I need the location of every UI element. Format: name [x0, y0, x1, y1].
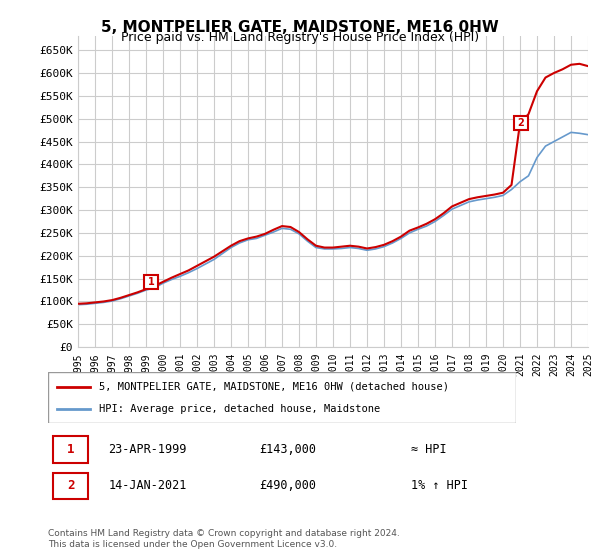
- Text: Contains HM Land Registry data © Crown copyright and database right 2024.
This d: Contains HM Land Registry data © Crown c…: [48, 529, 400, 549]
- Text: 2: 2: [517, 118, 524, 128]
- Text: 1: 1: [67, 443, 74, 456]
- Text: 5, MONTPELIER GATE, MAIDSTONE, ME16 0HW (detached house): 5, MONTPELIER GATE, MAIDSTONE, ME16 0HW …: [100, 381, 449, 391]
- Text: 23-APR-1999: 23-APR-1999: [109, 443, 187, 456]
- Text: 2: 2: [67, 479, 74, 492]
- Text: 14-JAN-2021: 14-JAN-2021: [109, 479, 187, 492]
- Text: Price paid vs. HM Land Registry's House Price Index (HPI): Price paid vs. HM Land Registry's House …: [121, 31, 479, 44]
- Text: 1: 1: [148, 277, 155, 287]
- FancyBboxPatch shape: [48, 372, 516, 423]
- Text: ≈ HPI: ≈ HPI: [411, 443, 446, 456]
- Text: 5, MONTPELIER GATE, MAIDSTONE, ME16 0HW: 5, MONTPELIER GATE, MAIDSTONE, ME16 0HW: [101, 20, 499, 35]
- FancyBboxPatch shape: [53, 473, 88, 499]
- Text: £490,000: £490,000: [260, 479, 317, 492]
- Text: 1% ↑ HPI: 1% ↑ HPI: [411, 479, 468, 492]
- Text: HPI: Average price, detached house, Maidstone: HPI: Average price, detached house, Maid…: [100, 404, 381, 414]
- Text: £143,000: £143,000: [260, 443, 317, 456]
- FancyBboxPatch shape: [53, 436, 88, 463]
